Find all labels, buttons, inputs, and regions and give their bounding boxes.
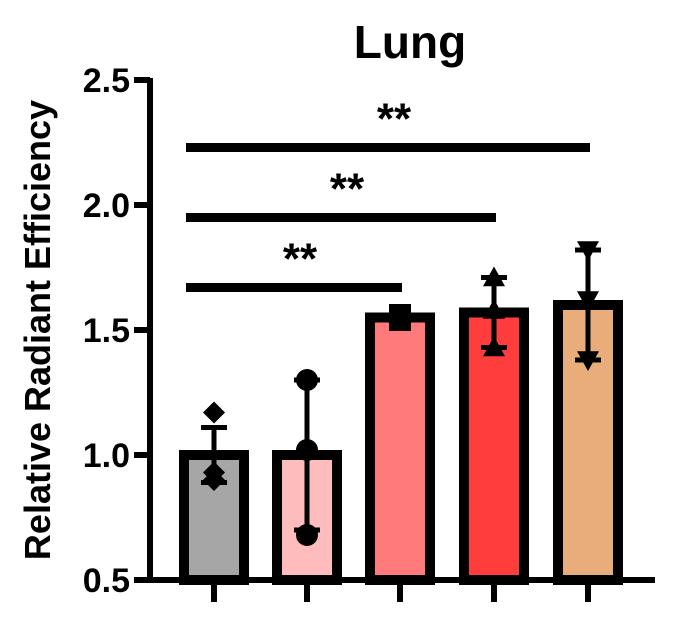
significance-label-3: ** <box>377 95 412 144</box>
y-tick-label-1: 0.5 <box>83 562 130 600</box>
bar-3 <box>365 312 435 585</box>
data-point-5-3 <box>577 351 599 371</box>
bar-5 <box>553 300 623 585</box>
data-point-4-1 <box>483 266 505 287</box>
y-tick-label-2: 1.0 <box>83 437 130 475</box>
data-point-2-3 <box>296 524 318 546</box>
y-tick-label-5: 2.5 <box>83 62 130 100</box>
data-point-4-3 <box>483 336 505 357</box>
chart-title: Lung <box>354 16 466 68</box>
data-point-3-3 <box>389 309 411 331</box>
y-axis-label: Relative Radiant Efficiency <box>17 100 58 560</box>
plot-area: 0.51.01.52.02.5****** <box>83 62 655 602</box>
y-tick-label-4: 2.0 <box>83 187 130 225</box>
data-point-1-3 <box>203 469 225 491</box>
y-tick-label-3: 1.5 <box>83 312 130 350</box>
data-point-5-2 <box>577 291 599 311</box>
data-point-4-2 <box>483 299 505 319</box>
significance-label-2: ** <box>330 165 365 214</box>
significance-label-1: ** <box>283 235 318 284</box>
data-point-1-1 <box>203 401 225 424</box>
data-point-5-1 <box>577 241 599 261</box>
data-point-2-1 <box>296 369 318 391</box>
data-point-2-2 <box>296 439 318 461</box>
